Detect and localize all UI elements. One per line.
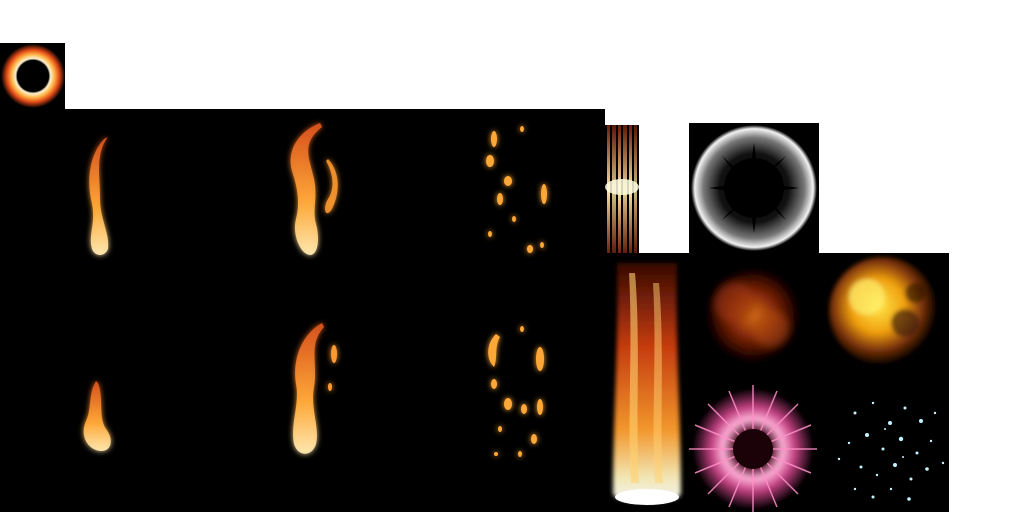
explosion-cloud-icon [829,257,937,365]
shockwave-ring-icon [691,125,817,251]
energy-burst-icon [689,385,817,512]
fire-streaks-sprite [605,125,639,255]
fire-streaks-icon [605,125,639,255]
flame-animation-sheet [0,109,605,512]
sparkle-particles-icon [837,401,945,501]
fire-ring-icon [1,44,65,108]
fire-pillar-icon [613,263,681,505]
flame-tongue-frame-2 [290,123,338,255]
flame-tongue-frame-4 [293,323,337,454]
flame-tongue-frame-1 [89,137,109,255]
flame-tongue-frame-3 [83,381,111,452]
fire-ring-sprite [0,43,65,109]
flame-sparks-frame-1 [486,126,547,253]
effects-sheet [605,253,949,512]
flame-sparks-frame-2 [488,326,544,457]
shockwave-ring-sprite [689,123,819,253]
smoke-cloud-icon [707,269,799,361]
